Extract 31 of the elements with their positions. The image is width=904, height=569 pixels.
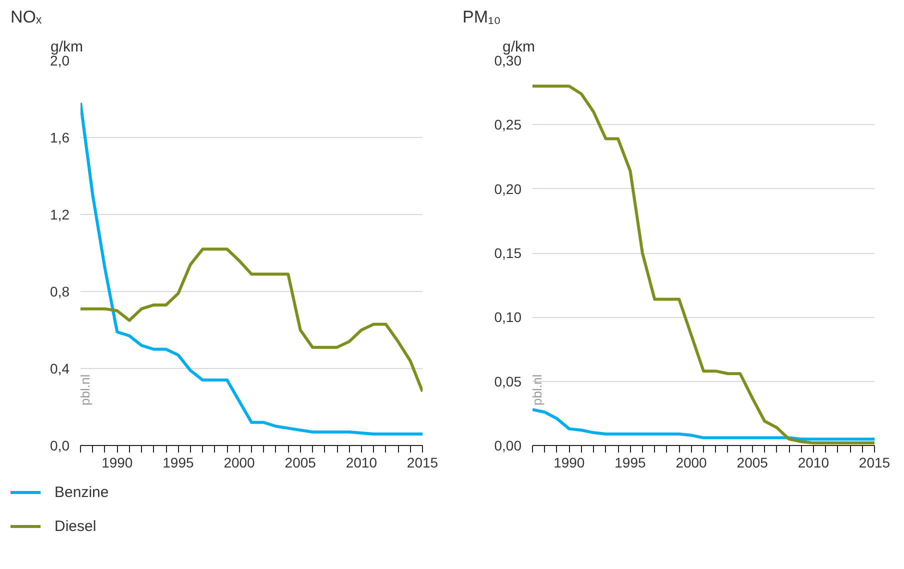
y-tick-label: 0,05 xyxy=(494,373,522,390)
x-tick-label: 1990 xyxy=(102,454,133,470)
x-tick-label: 1990 xyxy=(554,454,585,470)
x-tick-label: 2000 xyxy=(224,454,256,470)
y-tick-label: 0,0 xyxy=(50,438,70,454)
x-tick-label: 2010 xyxy=(346,454,378,470)
x-tick-label: 2005 xyxy=(284,454,316,470)
x-tick-label: 2015 xyxy=(858,454,890,470)
line-series xyxy=(532,408,874,441)
x-tick-label: 2015 xyxy=(406,454,438,470)
chart-title: NOₓ xyxy=(10,8,42,26)
y-tick-label: 0,8 xyxy=(50,284,70,300)
y-axis-title: g/km xyxy=(50,38,84,56)
y-tick-label: 0,10 xyxy=(494,309,522,326)
y-tick-label: 0,20 xyxy=(494,180,522,197)
x-tick-label: 2010 xyxy=(798,454,830,470)
chart-title: PM₁₀ xyxy=(462,8,501,26)
x-tick-label: 1995 xyxy=(162,454,194,470)
y-tick-label: 0,4 xyxy=(50,360,70,376)
legend-label: Benzine xyxy=(54,484,109,501)
line-series xyxy=(80,101,422,436)
y-axis-title: g/km xyxy=(502,38,536,56)
x-tick-label: 1995 xyxy=(614,454,646,470)
y-tick-label: 0,15 xyxy=(494,245,522,261)
y-tick-label: 0,25 xyxy=(494,116,522,133)
x-tick-label: 2005 xyxy=(736,454,768,470)
y-tick-label: 1,6 xyxy=(50,130,70,146)
x-tick-label: 2000 xyxy=(676,454,708,470)
y-tick-label: 1,2 xyxy=(50,206,70,222)
legend-label: Diesel xyxy=(54,518,96,535)
y-tick-label: 0,00 xyxy=(494,438,522,454)
